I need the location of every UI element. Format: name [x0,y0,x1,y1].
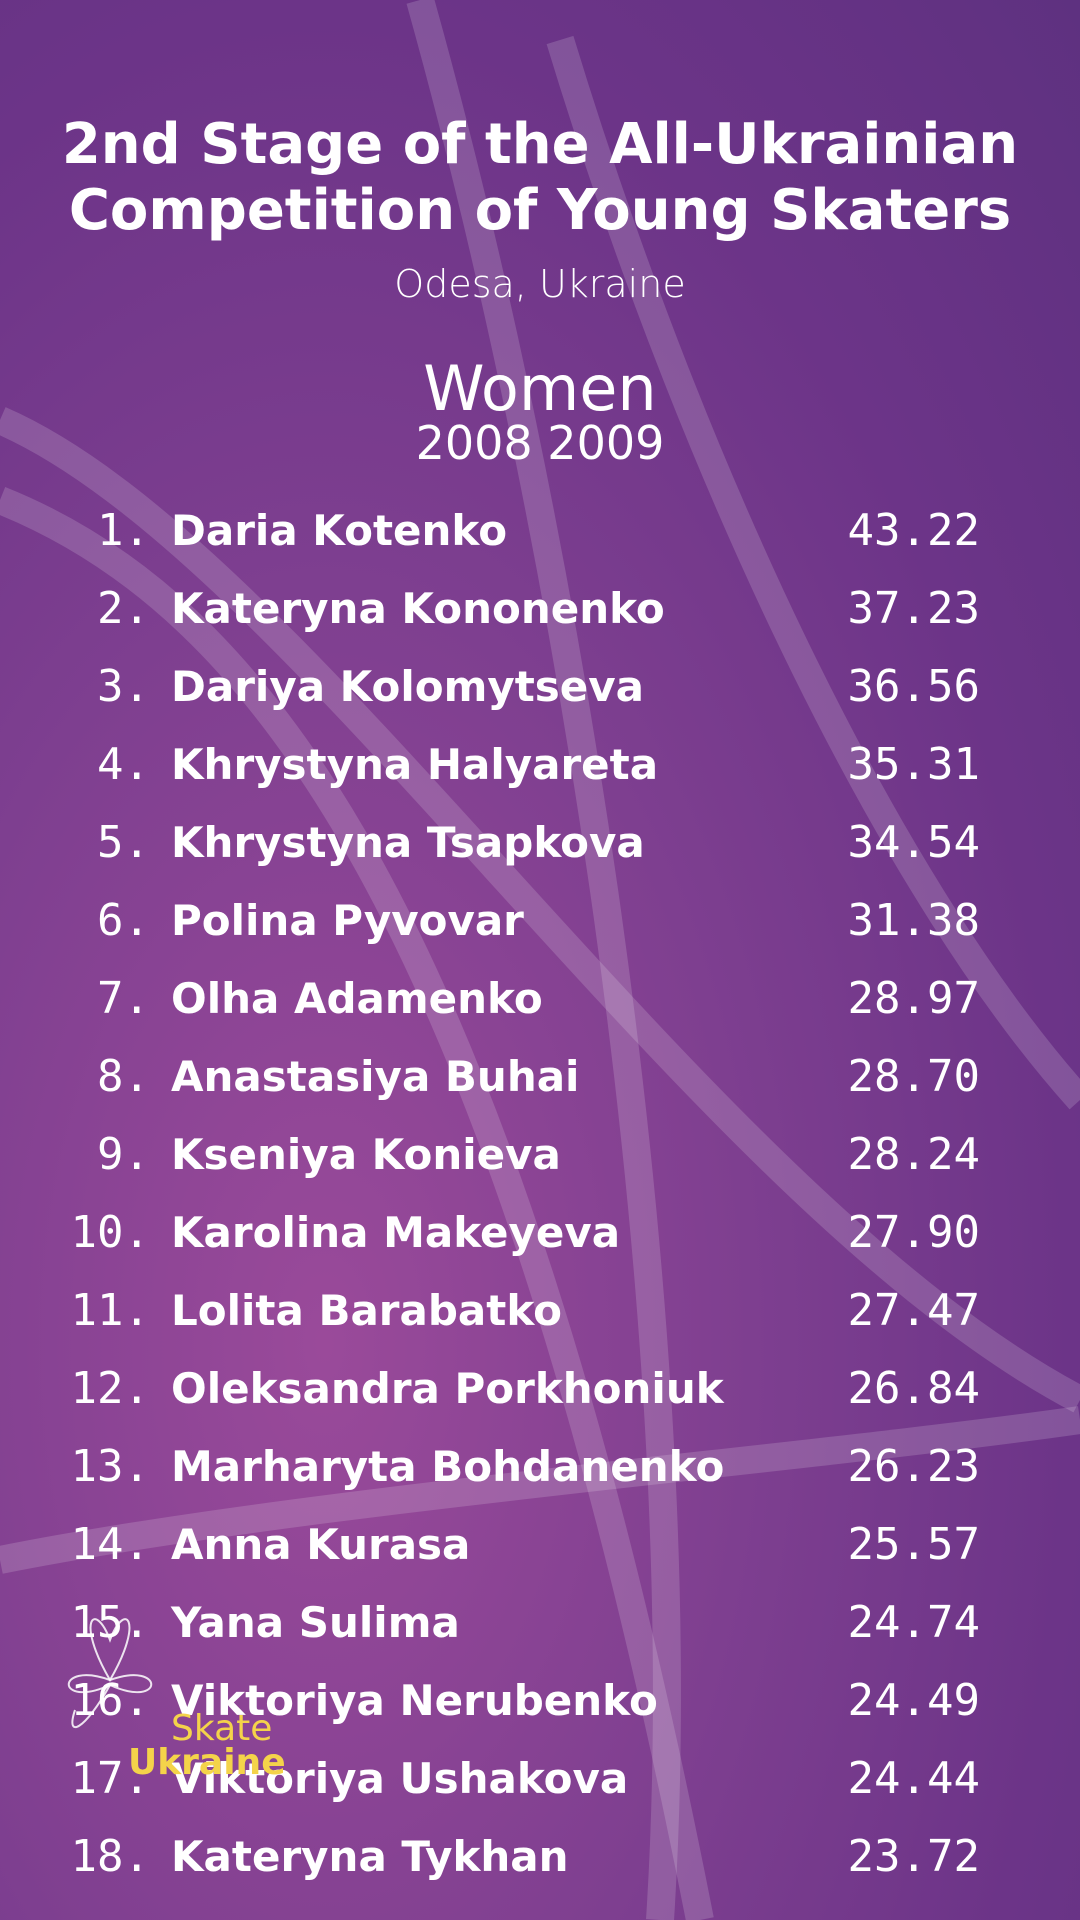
logo-icon [67,1618,153,1729]
rank: 13. [70,1441,150,1492]
logo-text: Ukraine [128,1742,286,1783]
skater-name: Khrystyna Halyareta [171,740,659,789]
rank: 7. [97,973,150,1024]
years: 2008 2009 [415,416,665,470]
skater-name: Kseniya Konieva [171,1130,561,1179]
skater-name: Yana Sulima [171,1598,460,1647]
skater-name: Viktoriya Nerubenko [171,1676,658,1725]
score: 28.24 [847,1129,980,1180]
skater-name: Dariya Kolomytseva [171,662,644,711]
result-row: 4. Khrystyna Halyareta 35.31 [0,726,1080,804]
skater-name: Kateryna Tykhan [171,1832,569,1881]
skater-name: Anna Kurasa [171,1520,471,1569]
skater-name: Olha Adamenko [171,974,543,1023]
rank: 12. [70,1363,150,1414]
result-row: 9. Kseniya Konieva 28.24 [0,1116,1080,1194]
result-row: 1. Daria Kotenko 43.22 [0,492,1080,570]
result-row: 13. Marharyta Bohdanenko 26.23 [0,1428,1080,1506]
score: 26.84 [847,1363,980,1414]
result-row: 5. Khrystyna Tsapkova 34.54 [0,804,1080,882]
result-row: 14. Anna Kurasa 25.57 [0,1506,1080,1584]
result-row: 18. Kateryna Tykhan 23.72 [0,1818,1080,1896]
score: 25.57 [847,1519,980,1570]
score: 36.56 [847,661,980,712]
rank: 3. [97,661,150,712]
score: 28.97 [847,973,980,1024]
skater-name: Viktoriya Ushakova [171,1754,629,1803]
result-row: 11. Lolita Barabatko 27.47 [0,1272,1080,1350]
result-row: 8. Anastasiya Buhai 28.70 [0,1038,1080,1116]
rank: 9. [97,1129,150,1180]
location: Odesa, Ukraine [394,262,686,306]
result-row: 3. Dariya Kolomytseva 36.56 [0,648,1080,726]
score: 35.31 [847,739,980,790]
score: 23.72 [847,1831,980,1882]
rank: 16. [70,1675,150,1726]
rank: 17. [70,1753,150,1804]
skater-name: Karolina Makeyeva [171,1208,621,1257]
score: 43.22 [847,505,980,556]
score: 24.49 [847,1675,980,1726]
skater-name: Khrystyna Tsapkova [171,818,645,867]
rank: 6. [97,895,150,946]
skater-name: Lolita Barabatko [171,1286,563,1335]
rank: 5. [97,817,150,868]
rank: 4. [97,739,150,790]
score: 28.70 [847,1051,980,1102]
rank: 18. [70,1831,150,1882]
result-row: 12. Oleksandra Porkhoniuk 26.84 [0,1350,1080,1428]
title-line: 2nd Stage of the All-Ukrainian [61,112,1019,177]
rank: 11. [70,1285,150,1336]
rank: 1. [97,505,150,556]
rank: 2. [97,583,150,634]
category: Women [423,352,657,425]
result-row: 2. Kateryna Kononenko 37.23 [0,570,1080,648]
skater-name: Polina Pyvovar [171,896,524,945]
skater-name: Anastasiya Buhai [171,1052,580,1101]
score: 27.90 [847,1207,980,1258]
skater-name: Daria Kotenko [171,506,508,555]
score: 37.23 [847,583,980,634]
skater-name: Kateryna Kononenko [171,584,665,633]
rank: 10. [70,1207,150,1258]
score: 24.44 [847,1753,980,1804]
result-row: 7. Olha Adamenko 28.97 [0,960,1080,1038]
skater-name: Oleksandra Porkhoniuk [171,1364,724,1413]
rank: 14. [70,1519,150,1570]
result-row: 17. Viktoriya Ushakova 24.44 [0,1740,1080,1818]
skater-name: Marharyta Bohdanenko [171,1442,725,1491]
score: 31.38 [847,895,980,946]
result-row: 6. Polina Pyvovar 31.38 [0,882,1080,960]
logo-text: Skate [171,1708,273,1749]
score: 26.23 [847,1441,980,1492]
result-row: 10. Karolina Makeyeva 27.90 [0,1194,1080,1272]
score: 34.54 [847,817,980,868]
rank: 8. [97,1051,150,1102]
title-line: Competition of Young Skaters [68,178,1012,243]
score: 24.74 [847,1597,980,1648]
result-row: 16. Viktoriya Nerubenko 24.49 [0,1662,1080,1740]
score: 27.47 [847,1285,980,1336]
